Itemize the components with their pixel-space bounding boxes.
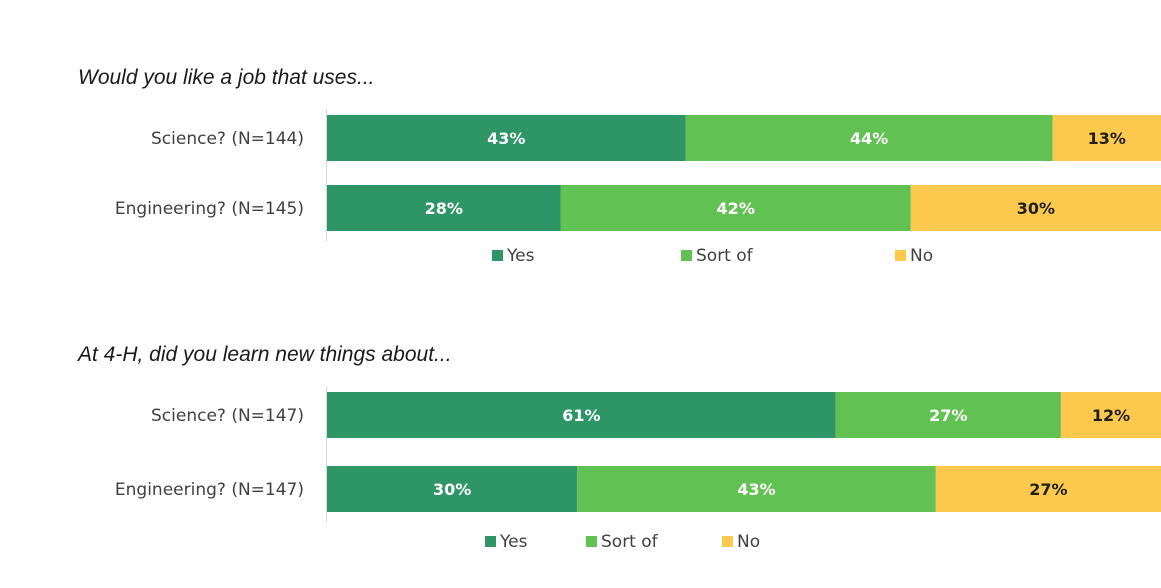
- data-label: 44%: [850, 129, 888, 148]
- data-label: 61%: [562, 406, 600, 425]
- legend-label-sort-of: Sort of: [601, 532, 659, 552]
- data-label: 27%: [1029, 480, 1067, 499]
- data-label: 28%: [425, 199, 463, 218]
- data-label: 43%: [737, 480, 775, 499]
- legend-swatch-yes: [485, 536, 496, 547]
- legend-label-yes: Yes: [499, 532, 528, 552]
- bar-segment-yes: [327, 185, 561, 231]
- bar-segment-yes: [327, 466, 578, 512]
- chart-2: At 4-H, did you learn new things about..…: [76, 343, 1161, 552]
- data-label: 12%: [1092, 406, 1130, 425]
- data-label: 30%: [1017, 199, 1055, 218]
- legend-label-sort-of: Sort of: [696, 246, 754, 266]
- chart-title: At 4-H, did you learn new things about..…: [76, 343, 452, 366]
- chart-title: Would you like a job that uses...: [78, 66, 375, 89]
- data-label: 43%: [487, 129, 525, 148]
- data-label: 30%: [433, 480, 471, 499]
- bar-segment-sort-of: [577, 466, 936, 512]
- legend-label-no: No: [737, 532, 760, 552]
- category-label: Engineering? (N=145): [115, 199, 304, 219]
- bar-segment-sort-of: [835, 392, 1061, 438]
- bar-segment-yes: [327, 392, 836, 438]
- legend-label-no: No: [910, 246, 933, 266]
- bar-segment-no: [1052, 115, 1161, 161]
- data-label: 13%: [1088, 129, 1126, 148]
- bar-segment-no: [935, 466, 1161, 512]
- bar-segment-sort-of: [560, 185, 911, 231]
- category-label: Science? (N=147): [151, 406, 304, 426]
- legend-swatch-no: [722, 536, 733, 547]
- bar-segment-no: [1060, 392, 1161, 438]
- category-label: Science? (N=144): [151, 129, 304, 149]
- category-label: Engineering? (N=147): [115, 480, 304, 500]
- bar-segment-yes: [327, 115, 686, 161]
- legend-swatch-no: [895, 250, 906, 261]
- bar-segment-sort-of: [685, 115, 1053, 161]
- bar-segment-no: [910, 185, 1161, 231]
- data-label: 42%: [717, 199, 755, 218]
- legend-swatch-sort-of: [586, 536, 597, 547]
- chart-1: Would you like a job that uses... Science…: [78, 66, 1161, 266]
- data-label: 27%: [929, 406, 967, 425]
- legend-label-yes: Yes: [506, 246, 535, 266]
- legend-swatch-sort-of: [681, 250, 692, 261]
- legend-swatch-yes: [492, 250, 503, 261]
